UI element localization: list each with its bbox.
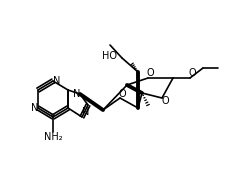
Text: N: N: [73, 89, 80, 99]
Text: N: N: [82, 107, 89, 117]
Text: O: O: [118, 89, 126, 99]
Text: HO: HO: [102, 51, 117, 61]
Text: N: N: [53, 76, 60, 86]
Text: O: O: [146, 68, 154, 78]
Text: O: O: [188, 68, 196, 78]
Text: N: N: [31, 103, 38, 113]
Text: O: O: [161, 96, 169, 106]
Text: NH₂: NH₂: [44, 132, 62, 142]
